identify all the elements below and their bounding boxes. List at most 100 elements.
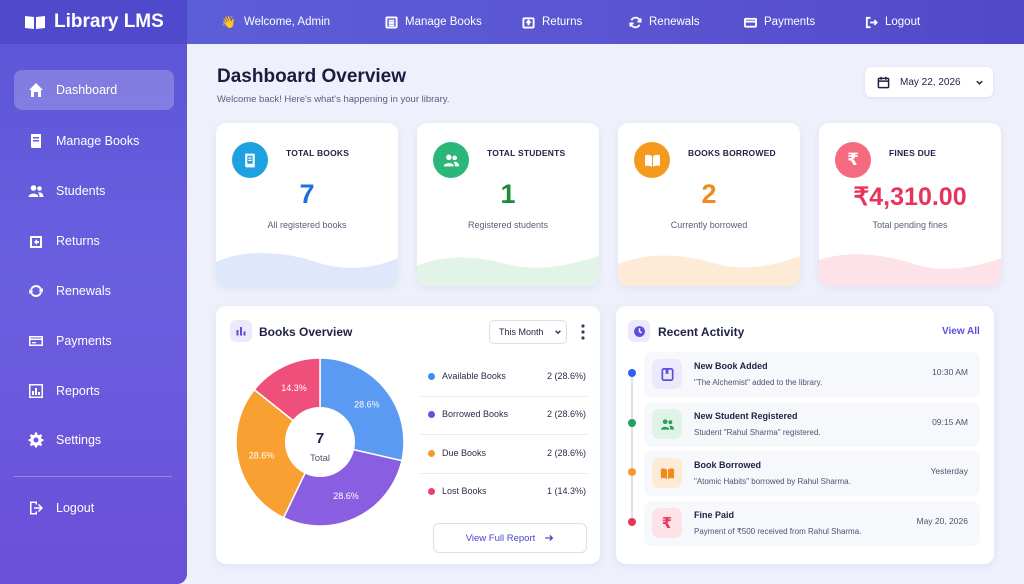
- sidebar-item-label: Renewals: [56, 284, 111, 298]
- sidebar-item-logout[interactable]: Logout: [14, 488, 174, 528]
- activity-title: New Student Registered: [694, 411, 798, 421]
- stat-caption: Total pending fines: [872, 220, 948, 230]
- period-select[interactable]: This Month: [489, 320, 567, 344]
- sidebar-item-dashboard[interactable]: Dashboard: [14, 70, 174, 110]
- stat-card-total-students[interactable]: TOTAL STUDENTS 1 Registered students: [417, 123, 599, 286]
- sidebar-item-students[interactable]: Students: [14, 171, 174, 211]
- page-subtitle: Welcome back! Here's what's happening in…: [217, 94, 450, 105]
- users-icon: [652, 409, 682, 439]
- timeline-dot: [628, 369, 636, 377]
- stat-caption: Registered students: [467, 220, 549, 230]
- return-icon: [30, 236, 42, 248]
- wave-hand-icon: 👋: [221, 15, 236, 29]
- main-content: Dashboard Overview Welcome back! Here's …: [187, 44, 1024, 584]
- view-full-report-button[interactable]: View Full Report: [433, 523, 587, 553]
- welcome-user[interactable]: 👋 Welcome, Admin: [221, 0, 330, 44]
- sidebar-item-renewals[interactable]: Renewals: [14, 271, 174, 311]
- activity-title: Fine Paid: [694, 510, 735, 520]
- pie-slice-due-books[interactable]: [235, 388, 321, 519]
- date-picker-button[interactable]: May 22, 2026: [865, 67, 993, 97]
- pie-center-value: 7: [316, 430, 324, 447]
- sidebar-item-manage-books[interactable]: Manage Books: [14, 121, 174, 161]
- activity-item[interactable]: New Book Added "The Alchemist" added to …: [644, 352, 980, 397]
- activity-item[interactable]: ₹ Fine Paid Payment of ₹500 received fro…: [644, 501, 980, 546]
- topnav-manage-books[interactable]: Manage Books: [385, 0, 482, 44]
- pie-slice-label: 28.6%: [249, 450, 275, 460]
- sidebar-item-reports[interactable]: Reports: [14, 371, 174, 411]
- legend-item-borrowed: Borrowed Books 2 (28.6%): [420, 397, 588, 435]
- card-icon: [29, 336, 43, 346]
- topnav-returns[interactable]: Returns: [522, 0, 582, 44]
- bar-chart-icon: [29, 384, 43, 398]
- pie-slice-label: 28.6%: [354, 400, 380, 410]
- sidebar-item-label: Payments: [56, 334, 112, 348]
- stat-value: 2: [701, 179, 717, 209]
- topnav-payments[interactable]: Payments: [744, 0, 815, 44]
- legend-item-available: Available Books 2 (28.6%): [420, 359, 588, 397]
- topnav-label: Payments: [764, 16, 816, 28]
- sidebar-item-label: Reports: [56, 384, 100, 398]
- legend-dot: [428, 373, 435, 380]
- chevron-down-icon: [554, 330, 561, 335]
- stat-label: BOOKS BORROWED: [688, 148, 776, 158]
- stat-value: 7: [299, 179, 315, 209]
- sidebar-item-returns[interactable]: Returns: [14, 221, 174, 261]
- brand[interactable]: Library LMS: [0, 0, 187, 44]
- sidebar: Library LMS Dashboard Manage Books Stude…: [0, 0, 187, 584]
- sidebar-item-label: Returns: [56, 234, 100, 248]
- recent-activity-panel: Recent Activity View All New Book Added …: [616, 306, 994, 564]
- open-book-icon: [652, 458, 682, 488]
- topnav-renewals[interactable]: Renewals: [629, 0, 700, 44]
- legend-name: Available Books: [442, 371, 506, 381]
- topnav-logout[interactable]: Logout: [865, 0, 920, 44]
- activity-time: 09:15 AM: [932, 417, 968, 427]
- brand-name: Library LMS: [54, 11, 164, 32]
- period-value: This Month: [499, 327, 544, 337]
- stat-card-books-borrowed[interactable]: BOOKS BORROWED 2 Currently borrowed: [618, 123, 800, 286]
- return-icon: [522, 16, 535, 29]
- sidebar-item-payments[interactable]: Payments: [14, 321, 174, 361]
- books-icon: [232, 142, 268, 178]
- view-all-link[interactable]: View All: [942, 326, 980, 337]
- topnav-label: Logout: [885, 16, 921, 28]
- stat-label: TOTAL BOOKS: [286, 148, 350, 158]
- page-title: Dashboard Overview: [217, 66, 407, 87]
- sidebar-item-label: Manage Books: [56, 134, 140, 148]
- timeline-dot: [628, 468, 636, 476]
- timeline-dot: [628, 518, 636, 526]
- stat-caption: All registered books: [267, 220, 347, 230]
- users-icon: [28, 185, 44, 197]
- activity-description: "Atomic Habits" borrowed by Rahul Sharma…: [694, 477, 851, 486]
- stat-value: ₹4,310.00: [853, 183, 967, 211]
- sidebar-item-settings[interactable]: Settings: [14, 420, 174, 460]
- wave-decoration: [216, 252, 398, 286]
- list-icon: [385, 15, 398, 29]
- stat-card-fines-due[interactable]: ₹ FINES DUE ₹4,310.00 Total pending fine…: [819, 123, 1001, 286]
- refresh-icon: [629, 16, 642, 28]
- stat-card-total-books[interactable]: TOTAL BOOKS 7 All registered books: [216, 123, 398, 286]
- sidebar-item-label: Logout: [56, 501, 95, 515]
- view-full-report-label: View Full Report: [465, 532, 536, 544]
- activity-title: Book Borrowed: [694, 460, 762, 470]
- date-text: May 22, 2026: [900, 76, 961, 88]
- open-book-icon: [634, 142, 670, 178]
- topnav-label: Returns: [542, 16, 583, 28]
- activity-item[interactable]: New Student Registered Student "Rahul Sh…: [644, 402, 980, 447]
- books-pie-chart: 28.6% 28.6% 28.6% 14.3% 7 Total: [235, 357, 405, 527]
- refresh-icon: [29, 285, 43, 297]
- activity-item[interactable]: Book Borrowed "Atomic Habits" borrowed b…: [644, 451, 980, 496]
- legend-item-lost: Lost Books 1 (14.3%): [420, 474, 588, 512]
- timeline-dot: [628, 419, 636, 427]
- activity-description: "The Alchemist" added to the library.: [694, 378, 823, 387]
- pie-center-label: Total: [310, 453, 330, 464]
- more-options-icon[interactable]: [578, 322, 588, 342]
- panel-title: Recent Activity: [658, 325, 745, 339]
- stat-value: 1: [500, 179, 516, 209]
- activity-time: 10:30 AM: [932, 367, 968, 377]
- panel-title: Books Overview: [259, 325, 353, 339]
- sidebar-item-label: Settings: [56, 433, 102, 447]
- sidebar-divider: [14, 476, 172, 477]
- gear-icon: [28, 432, 44, 448]
- wave-decoration: [417, 256, 599, 286]
- pie-slice-label: 28.6%: [333, 491, 359, 501]
